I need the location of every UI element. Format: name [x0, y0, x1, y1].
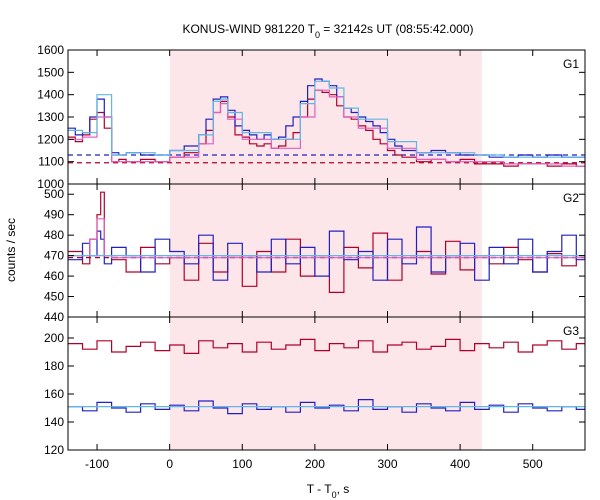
y-tick-label: 140 [44, 415, 64, 429]
y-tick-label: 1000 [37, 177, 64, 191]
y-tick-label: 1200 [37, 132, 64, 146]
y-axis-label: counts / sec [4, 218, 18, 282]
x-tick-label: 400 [450, 457, 470, 471]
series-line-cyan [68, 80, 585, 158]
x-tick-label: 500 [523, 457, 543, 471]
y-tick-label: 460 [44, 269, 64, 283]
series-line-pink [68, 218, 585, 259]
y-tick-label: 1500 [37, 65, 64, 79]
y-tick-label: 200 [44, 331, 64, 345]
curves-g1 [68, 78, 585, 167]
y-tick-label: 1300 [37, 110, 64, 124]
panel-label: G3 [563, 324, 579, 338]
y-tick-label: 180 [44, 359, 64, 373]
series-line-pink [68, 89, 585, 167]
shaded-interval [169, 317, 482, 450]
figure-title: KONUS-WIND 981220 T0 = 32142s UT (08:55:… [182, 22, 473, 40]
y-tick-label: 490 [44, 208, 64, 222]
plot-panels: 1000110012001300140015001600G14404504604… [37, 43, 586, 471]
shaded-interval [169, 50, 482, 184]
y-tick-label: 440 [44, 310, 64, 324]
series-line-red [68, 338, 585, 354]
x-tick-label: 300 [377, 457, 397, 471]
panel-frame [67, 316, 586, 451]
panel-label: G1 [563, 57, 579, 71]
x-tick-label: 100 [232, 457, 252, 471]
y-tick-label: 1400 [37, 88, 64, 102]
panel-label: G2 [563, 191, 579, 205]
y-tick-label: 470 [44, 249, 64, 263]
x-axis-label: T - T0, s [307, 482, 350, 500]
y-tick-label: 480 [44, 228, 64, 242]
y-tick-label: 1600 [37, 43, 64, 57]
shaded-interval [169, 184, 482, 317]
curves-g2 [68, 191, 585, 293]
series-line-blue [68, 399, 585, 415]
y-tick-label: 450 [44, 290, 64, 304]
x-tick-label: -100 [85, 457, 109, 471]
panel-g1: 1000 1100 1200 1300 1400 1500 1600 G1 [37, 43, 586, 191]
panel-g3: 120 140 160 180 200 G3 [44, 316, 586, 457]
x-tick-label: 200 [305, 457, 325, 471]
y-tick-label: 160 [44, 387, 64, 401]
y-tick-label: 120 [44, 443, 64, 457]
panel-g2: 440 450 460 470 480 490 500 G2 [44, 183, 586, 324]
curves-g3 [68, 338, 585, 415]
x-tick-label: 0 [166, 457, 173, 471]
series-line-blue [68, 226, 585, 281]
y-tick-label: 500 [44, 187, 64, 201]
y-tick-label: 1100 [38, 155, 64, 169]
